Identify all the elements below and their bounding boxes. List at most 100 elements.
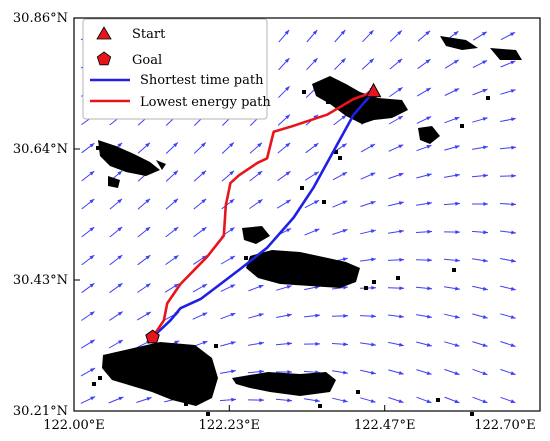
current-arrow-head [454,399,460,403]
current-arrow-head [89,255,95,260]
current-arrow-head [398,144,404,149]
current-arrow-head [370,172,376,177]
current-arrow-head [173,170,178,176]
x-tick-label: 122.00°E [43,418,104,433]
current-arrow-head [230,313,236,317]
current-arrow-head [285,142,291,148]
current-arrow-head [201,170,206,176]
y-tick-label: 30.64°N [13,142,68,157]
current-arrow-head [89,143,95,148]
current-arrow-head [287,313,292,318]
current-arrow-head [314,228,320,233]
current-arrow-head [89,227,95,232]
current-arrow-head [455,258,460,263]
current-arrow-head [259,398,264,402]
current-arrow-head [230,341,236,345]
current-arrow-head [90,396,96,401]
current-arrow-head [312,58,318,63]
current-arrow-head [312,30,318,35]
land-speck [214,344,218,348]
current-arrow-head [399,314,404,319]
current-arrow-head [117,198,123,204]
current-arrow-head [314,200,320,205]
current-arrow-head [368,30,374,35]
current-arrow-head [117,255,123,260]
current-arrow-head [453,59,459,64]
current-arrow-head [426,116,432,121]
current-arrow-head [315,313,320,318]
current-arrow-head [341,115,347,120]
current-arrow-head [89,199,95,204]
current-arrow-head [145,227,151,232]
current-arrow-head [285,199,291,204]
current-arrow-head [202,341,208,345]
x-tick-label: 122.47°E [354,418,415,433]
current-arrow-head [90,368,95,373]
current-arrow-head [399,342,404,347]
current-arrow-head [427,314,432,319]
current-arrow-head [285,114,290,120]
current-arrow-head [343,342,348,347]
current-arrow-head [371,285,376,290]
current-arrow-head [511,117,516,122]
current-arrow-head [453,31,459,36]
current-arrow-head [117,283,123,288]
current-arrow-head [454,88,460,93]
current-arrow-head [482,343,488,347]
land-speck [318,404,322,408]
land-speck [486,96,490,100]
current-arrow-head [341,58,346,63]
current-arrow-head [202,284,207,289]
current-arrow-head [146,397,152,401]
current-arrow-head [398,173,404,177]
current-arrow-head [371,342,376,347]
current-arrow-head [257,199,263,204]
island [242,226,270,244]
land-speck [280,382,284,386]
current-arrow-head [482,315,488,319]
goal-marker [145,329,160,344]
land-speck [96,146,100,150]
legend-goal-icon [96,51,112,66]
current-arrow-head [343,314,348,318]
current-arrow-head [454,343,460,347]
current-arrow-head [117,142,123,148]
current-arrow-head [370,201,376,205]
current-arrow-head [398,399,404,403]
land-speck [98,376,102,380]
legend-start-icon [96,26,112,40]
land-speck [338,272,342,276]
current-arrow-head [511,145,516,150]
current-vector-field [80,29,517,404]
current-arrow-head [118,396,124,401]
start-marker [365,82,382,98]
current-arrow-head [284,58,290,63]
current-arrow-head [118,340,123,344]
y-axis: 30.86°N 30.64°N 30.43°N 30.21°N [13,11,80,419]
current-arrow-head [510,371,516,375]
current-arrow-head [201,142,206,148]
current-arrow-head [173,227,179,232]
current-arrow-head [510,32,516,37]
current-arrow-head [399,257,404,262]
current-arrow-head [481,31,487,36]
island [108,176,120,188]
land-speck [302,90,306,94]
current-arrow-head [399,229,404,234]
current-arrow-head [454,145,460,149]
current-arrow-head [257,142,262,148]
current-arrow-head [145,255,151,260]
current-arrow-head [483,173,488,178]
current-arrow-head [511,258,516,263]
current-arrow-head [315,398,320,403]
island [418,126,440,144]
current-arrow-head [117,227,123,232]
land-speck [244,256,248,260]
current-arrow-head [145,283,151,288]
current-arrow-head [342,229,348,233]
island [490,48,522,60]
island [156,160,166,170]
current-arrow-head [229,142,234,148]
land-speck [184,402,188,406]
current-arrow-head [370,370,376,375]
